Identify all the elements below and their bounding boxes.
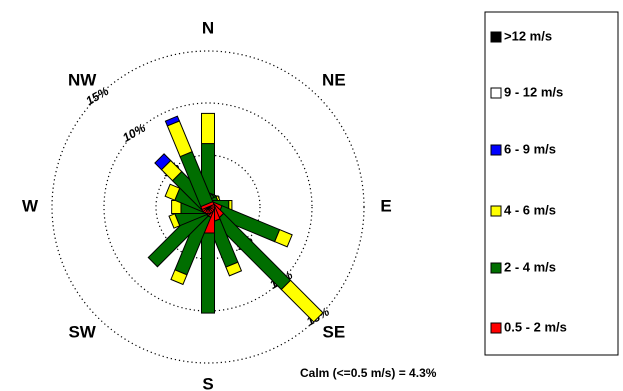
wind-bar-segment xyxy=(201,112,215,145)
wind-bar-segment xyxy=(164,115,181,127)
direction-label: E xyxy=(380,196,391,215)
wind-bar-segment xyxy=(201,232,215,314)
wind-bar-segment xyxy=(274,228,293,248)
direction-label: SE xyxy=(323,322,346,341)
direction-label: NW xyxy=(68,71,97,90)
legend-swatch xyxy=(490,144,502,156)
ring xyxy=(51,50,365,364)
wind-bar-segment xyxy=(280,279,324,323)
direction-label: NE xyxy=(322,71,346,90)
direction-label: N xyxy=(202,18,214,37)
legend-label: 2 - 4 m/s xyxy=(504,259,556,274)
calm-annotation: Calm (<=0.5 m/s) = 4.3% xyxy=(300,366,437,380)
legend-swatch xyxy=(490,262,502,274)
legend-swatch xyxy=(490,205,502,217)
wind-bar-segment xyxy=(225,261,243,277)
wind-bar-segment xyxy=(166,120,193,158)
ring xyxy=(103,102,313,312)
legend-label: 9 - 12 m/s xyxy=(504,84,563,99)
direction-label: S xyxy=(202,374,213,391)
legend-label: >12 m/s xyxy=(504,28,552,43)
legend-swatch xyxy=(490,322,502,334)
direction-label: SW xyxy=(68,322,96,341)
wind-bar-segment xyxy=(168,213,181,229)
ring-label: 10% xyxy=(120,121,148,145)
legend-swatch xyxy=(490,87,502,99)
legend-label: 4 - 6 m/s xyxy=(504,202,556,217)
wind-bar-segment xyxy=(170,269,188,286)
legend-box xyxy=(484,11,619,356)
wind-bar-segment xyxy=(154,153,172,171)
legend-swatch xyxy=(490,31,502,43)
direction-label: W xyxy=(22,196,39,215)
legend-label: 0.5 - 2 m/s xyxy=(504,319,567,334)
legend-label: 6 - 9 m/s xyxy=(504,141,556,156)
wind-bar-segment xyxy=(164,183,181,201)
